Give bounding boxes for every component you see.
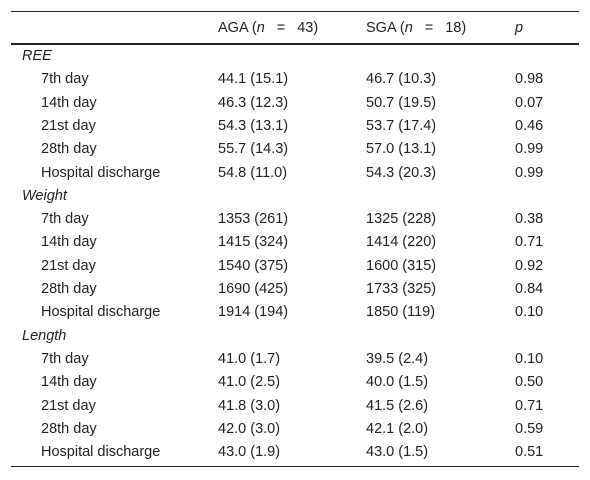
aga-value: 42.0 (3.0) bbox=[218, 420, 281, 437]
aga-value: 55.7 (14.3) bbox=[218, 141, 289, 158]
table-row: Hospital discharge 1914 (194) 1850 (119) 0.… bbox=[11, 301, 579, 324]
row-label: 14th day bbox=[41, 374, 97, 391]
p-value: 0.99 bbox=[515, 141, 544, 158]
section-title: REE bbox=[22, 48, 52, 64]
sga-value: 40.0 (1.5) bbox=[366, 374, 429, 391]
aga-value: 1690 (425) bbox=[218, 281, 289, 297]
row-label: 28th day bbox=[41, 281, 97, 297]
sga-value: 54.3 (20.3) bbox=[366, 164, 437, 181]
table-row: 7th day 44.1 (15.1) 46.7 (10.3) 0.98 bbox=[11, 68, 579, 91]
row-label: 7th day bbox=[41, 350, 89, 367]
p-value: 0.50 bbox=[515, 374, 544, 391]
header-p: p bbox=[515, 20, 524, 36]
row-label: 7th day bbox=[41, 71, 89, 88]
row-label: Hospital discharge bbox=[41, 444, 161, 461]
aga-value: 1540 (375) bbox=[218, 257, 289, 274]
table-row: 21st day 1540 (375) 1600 (315) 0.92 bbox=[11, 255, 579, 278]
aga-value: 43.0 (1.9) bbox=[218, 444, 281, 461]
sga-value: 46.7 (10.3) bbox=[366, 71, 437, 88]
aga-value: 41.8 (3.0) bbox=[218, 397, 281, 414]
row-label: 14th day bbox=[41, 94, 97, 111]
table-row: 7th day 41.0 (1.7) 39.5 (2.4) 0.10 bbox=[11, 348, 579, 371]
header-aga-label: AGA ( bbox=[218, 20, 257, 36]
sga-value: 42.1 (2.0) bbox=[366, 420, 429, 437]
aga-value: 41.0 (1.7) bbox=[218, 350, 281, 367]
section-title: Length bbox=[22, 327, 67, 344]
sga-value: 39.5 (2.4) bbox=[366, 350, 429, 367]
sga-value: 57.0 (13.1) bbox=[366, 141, 437, 158]
row-label: 28th day bbox=[41, 420, 97, 437]
aga-value: 46.3 (12.3) bbox=[218, 94, 289, 111]
p-value: 0.07 bbox=[515, 94, 544, 111]
aga-value: 1914 (194) bbox=[218, 304, 289, 321]
header-sga-label: SGA ( bbox=[366, 20, 405, 36]
table-bottom-rule bbox=[11, 466, 579, 467]
row-label: Hospital discharge bbox=[41, 304, 161, 321]
p-value: 0.92 bbox=[515, 257, 544, 274]
row-label: Hospital discharge bbox=[41, 164, 161, 181]
aga-value: 41.0 (2.5) bbox=[218, 374, 281, 391]
row-label: 14th day bbox=[41, 234, 97, 251]
sga-value: 1600 (315) bbox=[366, 257, 437, 274]
header-sga-eq: = bbox=[424, 20, 434, 36]
table-row: 14th day 41.0 (2.5) 40.0 (1.5) 0.50 bbox=[11, 371, 579, 394]
aga-value: 54.3 (13.1) bbox=[218, 117, 289, 134]
p-value: 0.71 bbox=[515, 234, 544, 251]
p-value: 0.51 bbox=[515, 444, 544, 461]
p-value: 0.10 bbox=[515, 304, 544, 321]
table-row: 28th day 42.0 (3.0) 42.1 (2.0) 0.59 bbox=[11, 418, 579, 441]
sga-value: 1414 (220) bbox=[366, 234, 437, 251]
aga-value: 1415 (324) bbox=[218, 234, 289, 251]
table-row: 28th day 1690 (425) 1733 (325) 0.84 bbox=[11, 278, 579, 301]
table-row: 7th day 1353 (261) 1325 (228) 0.38 bbox=[11, 208, 579, 231]
sga-value: 1325 (228) bbox=[366, 211, 437, 228]
row-label: 21st day bbox=[41, 257, 96, 274]
sga-value: 53.7 (17.4) bbox=[366, 117, 437, 134]
table-row: Hospital discharge 43.0 (1.9) 43.0 (1.5) 0.… bbox=[11, 441, 579, 464]
row-label: 21st day bbox=[41, 397, 96, 414]
table-row: Hospital discharge 54.8 (11.0) 54.3 (20.3)… bbox=[11, 162, 579, 185]
sga-value: 1850 (119) bbox=[366, 304, 436, 321]
header-sga: SGA (n = 18) bbox=[366, 16, 466, 40]
sga-value: 50.7 (19.5) bbox=[366, 94, 437, 111]
sga-value: 43.0 (1.5) bbox=[366, 444, 429, 461]
section-title: Weight bbox=[22, 187, 67, 204]
header-aga-eq: = bbox=[276, 20, 286, 36]
aga-value: 54.8 (11.0) bbox=[218, 164, 288, 181]
p-value: 0.38 bbox=[515, 211, 544, 228]
table-row: 28th day 55.7 (14.3) 57.0 (13.1) 0.99 bbox=[11, 138, 579, 161]
table-header-rule bbox=[11, 43, 579, 45]
row-label: 7th day bbox=[41, 211, 89, 228]
table-row: 21st day 41.8 (3.0) 41.5 (2.6) 0.71 bbox=[11, 395, 579, 418]
header-aga-n: n bbox=[256, 20, 265, 36]
table-row: 14th day 1415 (324) 1414 (220) 0.71 bbox=[11, 231, 579, 254]
table-row: 14th day 46.3 (12.3) 50.7 (19.5) 0.07 bbox=[11, 92, 579, 115]
p-value: 0.10 bbox=[515, 350, 544, 367]
header-aga: AGA (n = 43) bbox=[218, 16, 318, 40]
p-value: 0.84 bbox=[515, 281, 544, 297]
table-row: 21st day 54.3 (13.1) 53.7 (17.4) 0.46 bbox=[11, 115, 579, 138]
aga-value: 44.1 (15.1) bbox=[218, 71, 289, 88]
row-label: 21st day bbox=[41, 117, 96, 134]
header-sga-n: n bbox=[404, 20, 413, 36]
sga-value: 1733 (325) bbox=[366, 281, 437, 297]
header-aga-value: 43) bbox=[297, 20, 319, 36]
p-value: 0.99 bbox=[515, 164, 544, 181]
aga-value: 1353 (261) bbox=[218, 211, 289, 228]
p-value: 0.71 bbox=[515, 397, 544, 414]
p-value: 0.46 bbox=[515, 117, 544, 134]
header-sga-value: 18) bbox=[445, 20, 467, 36]
p-value: 0.59 bbox=[515, 420, 544, 437]
p-value: 0.98 bbox=[515, 71, 544, 88]
sga-value: 41.5 (2.6) bbox=[366, 397, 429, 414]
table-top-rule bbox=[11, 11, 579, 12]
row-label: 28th day bbox=[41, 141, 97, 158]
